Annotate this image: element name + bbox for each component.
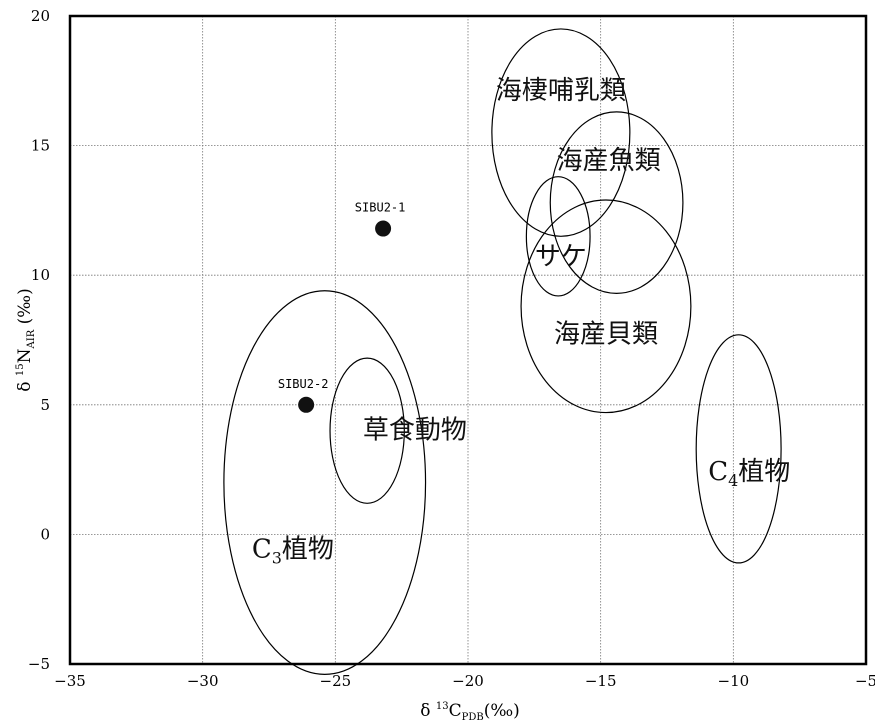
x-tick-label: −5 — [855, 672, 875, 690]
data-point-label: SIBU2-1 — [355, 201, 406, 215]
x-tick-label: −30 — [187, 672, 219, 690]
plot-frame — [68, 14, 868, 666]
data-point-marker — [375, 220, 392, 237]
region-ellipse-c3 — [223, 290, 427, 675]
region-label-shell: 海産貝類 — [554, 320, 658, 350]
region-ellipse-c4 — [695, 334, 782, 564]
region-label-c4: C4植物 — [708, 457, 790, 490]
region-label-c3: C3植物 — [252, 535, 334, 568]
x-tick-label: −20 — [452, 672, 484, 690]
region-label-fish: 海産魚類 — [557, 146, 661, 176]
region-ellipse-mammal — [491, 28, 631, 237]
region-ellipse-shell — [520, 199, 692, 414]
y-tick-label: 0 — [40, 525, 50, 543]
data-point-marker — [298, 396, 315, 413]
y-tick-label: 20 — [31, 7, 50, 25]
x-tick-label: −10 — [718, 672, 750, 690]
region-label-mammal: 海棲哺乳類 — [496, 76, 626, 106]
y-tick-label: −5 — [28, 655, 50, 673]
region-label-salmon: サケ — [535, 242, 587, 272]
x-tick-label: −15 — [585, 672, 617, 690]
region-label-herb: 草食動物 — [363, 415, 467, 445]
x-tick-label: −35 — [54, 672, 86, 690]
x-tick-label: −25 — [320, 672, 352, 690]
y-tick-label: 5 — [40, 396, 50, 414]
tick-labels: −35 −30 −25 −20 −15 −10 −5 −5 0 5 10 15 20 — [28, 7, 875, 690]
data-points: SIBU2-1 SIBU2-2 — [278, 201, 406, 413]
y-tick-label: 15 — [31, 137, 50, 155]
x-axis-title: δ 13CPDB(‰) — [420, 701, 520, 723]
y-axis-title: δ 15NAIR (‰) — [15, 288, 37, 391]
grid-lines — [70, 16, 866, 664]
y-tick-label: 10 — [31, 266, 50, 284]
region-ellipse-fish — [549, 111, 684, 294]
region-ellipse-herb — [329, 357, 405, 504]
region-ellipse-salmon — [525, 176, 591, 297]
axis-titles: δ 13CPDB(‰) δ 15NAIR (‰) — [15, 288, 520, 723]
data-point-label: SIBU2-2 — [278, 377, 329, 391]
